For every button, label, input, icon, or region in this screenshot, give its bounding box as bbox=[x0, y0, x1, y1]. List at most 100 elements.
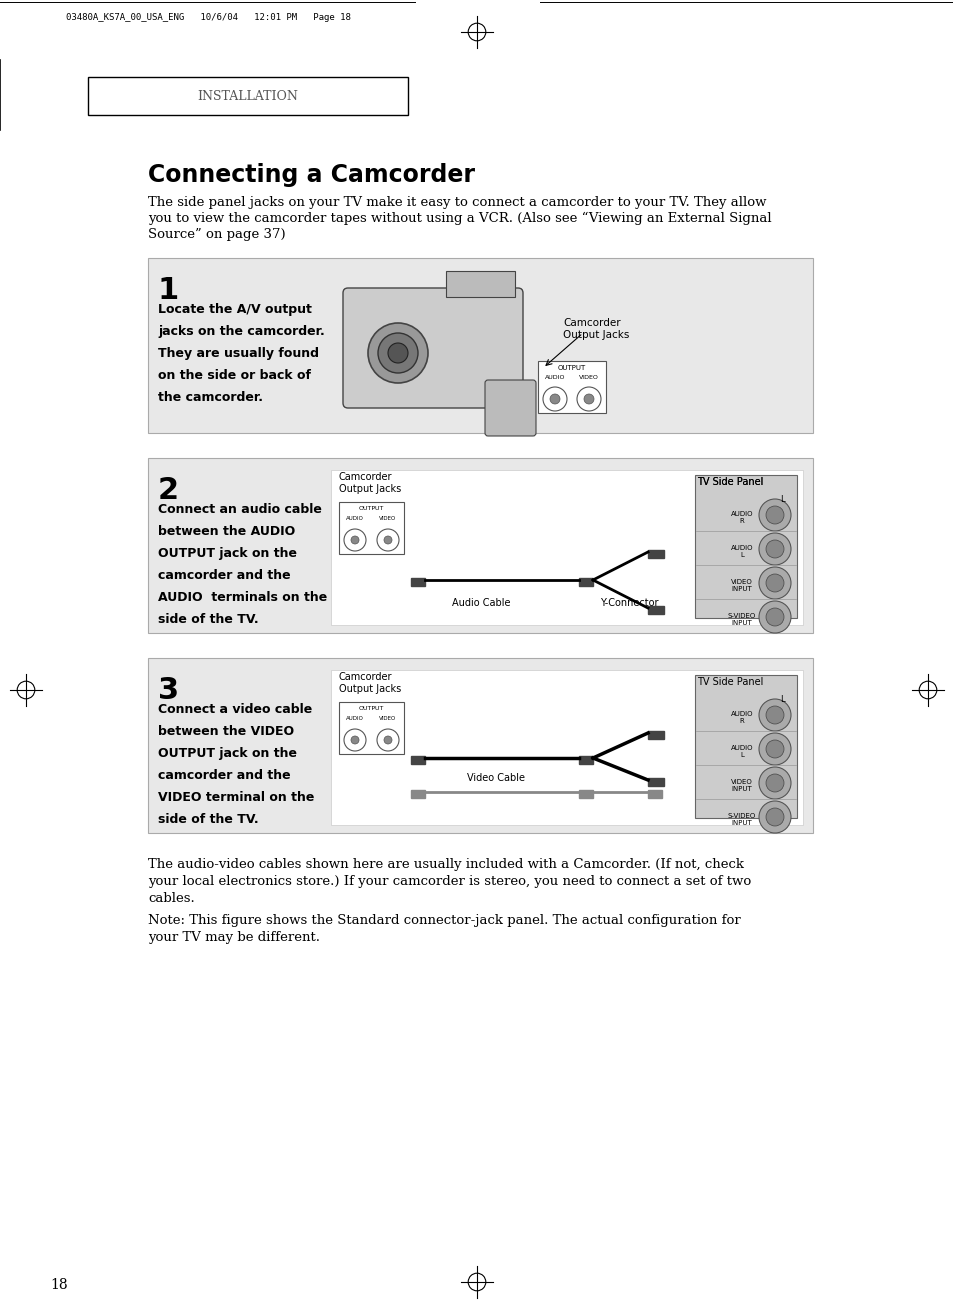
Circle shape bbox=[765, 706, 783, 724]
Circle shape bbox=[377, 333, 417, 373]
Text: cables.: cables. bbox=[148, 892, 194, 905]
Text: VIDEO: VIDEO bbox=[379, 516, 396, 521]
Bar bbox=[411, 578, 424, 586]
Text: your local electronics store.) If your camcorder is stereo, you need to connect : your local electronics store.) If your c… bbox=[148, 875, 750, 888]
FancyBboxPatch shape bbox=[148, 658, 812, 833]
Circle shape bbox=[765, 506, 783, 524]
Text: Y-Connector: Y-Connector bbox=[599, 597, 658, 608]
Bar bbox=[647, 731, 663, 739]
Text: 03480A_KS7A_00_USA_ENG   10/6/04   12:01 PM   Page 18: 03480A_KS7A_00_USA_ENG 10/6/04 12:01 PM … bbox=[66, 13, 350, 22]
Circle shape bbox=[765, 574, 783, 592]
Text: between the VIDEO: between the VIDEO bbox=[158, 724, 294, 738]
Circle shape bbox=[384, 536, 392, 544]
Text: Connect an audio cable: Connect an audio cable bbox=[158, 503, 321, 516]
Circle shape bbox=[550, 394, 559, 403]
Bar bbox=[647, 607, 663, 614]
Text: TV Side Panel: TV Side Panel bbox=[697, 477, 762, 487]
Text: side of the TV.: side of the TV. bbox=[158, 613, 258, 626]
Text: VIDEO: VIDEO bbox=[578, 375, 598, 380]
Circle shape bbox=[759, 601, 790, 633]
Circle shape bbox=[344, 529, 366, 552]
FancyBboxPatch shape bbox=[338, 702, 403, 755]
Bar bbox=[411, 790, 424, 798]
Text: AUDIO
L: AUDIO L bbox=[730, 745, 753, 758]
Circle shape bbox=[376, 728, 398, 751]
Text: OUTPUT: OUTPUT bbox=[358, 506, 383, 511]
Text: OUTPUT jack on the: OUTPUT jack on the bbox=[158, 548, 296, 559]
Circle shape bbox=[759, 499, 790, 531]
Text: L: L bbox=[779, 495, 783, 504]
FancyBboxPatch shape bbox=[484, 380, 536, 436]
Text: 1: 1 bbox=[158, 276, 179, 305]
FancyBboxPatch shape bbox=[695, 675, 796, 817]
Text: side of the TV.: side of the TV. bbox=[158, 814, 258, 827]
FancyBboxPatch shape bbox=[695, 476, 796, 618]
Bar bbox=[578, 790, 593, 798]
Text: Audio Cable: Audio Cable bbox=[452, 597, 510, 608]
FancyBboxPatch shape bbox=[88, 77, 408, 115]
Bar bbox=[647, 550, 663, 558]
Circle shape bbox=[344, 728, 366, 751]
Text: Source” on page 37): Source” on page 37) bbox=[148, 228, 285, 241]
FancyBboxPatch shape bbox=[343, 288, 522, 407]
Bar bbox=[647, 790, 661, 798]
Text: Camcorder
Output Jacks: Camcorder Output Jacks bbox=[338, 672, 401, 693]
FancyBboxPatch shape bbox=[148, 458, 812, 633]
Text: camcorder and the: camcorder and the bbox=[158, 769, 291, 782]
Text: OUTPUT: OUTPUT bbox=[358, 706, 383, 711]
Circle shape bbox=[759, 800, 790, 833]
Circle shape bbox=[351, 736, 358, 744]
Text: INSTALLATION: INSTALLATION bbox=[197, 89, 298, 102]
Circle shape bbox=[759, 766, 790, 799]
Text: AUDIO
R: AUDIO R bbox=[730, 711, 753, 724]
Circle shape bbox=[765, 608, 783, 626]
Text: OUTPUT jack on the: OUTPUT jack on the bbox=[158, 747, 296, 760]
Text: TV Side Panel: TV Side Panel bbox=[697, 677, 762, 686]
Text: 18: 18 bbox=[50, 1279, 68, 1292]
Text: you to view the camcorder tapes without using a VCR. (Also see “Viewing an Exter: you to view the camcorder tapes without … bbox=[148, 212, 771, 225]
Text: Video Cable: Video Cable bbox=[467, 773, 524, 783]
Text: AUDIO: AUDIO bbox=[544, 375, 565, 380]
Text: S-VIDEO
INPUT: S-VIDEO INPUT bbox=[727, 613, 756, 626]
Text: They are usually found: They are usually found bbox=[158, 347, 318, 360]
Circle shape bbox=[759, 734, 790, 765]
Text: L: L bbox=[779, 696, 783, 703]
Text: Camcorder
Output Jacks: Camcorder Output Jacks bbox=[562, 318, 629, 339]
Text: Camcorder
Output Jacks: Camcorder Output Jacks bbox=[338, 472, 401, 494]
Circle shape bbox=[759, 533, 790, 565]
Text: OUTPUT: OUTPUT bbox=[558, 365, 585, 371]
Text: Note: This figure shows the Standard connector-jack panel. The actual configurat: Note: This figure shows the Standard con… bbox=[148, 914, 740, 927]
Circle shape bbox=[759, 567, 790, 599]
Text: TV Side Panel: TV Side Panel bbox=[697, 477, 762, 487]
Circle shape bbox=[583, 394, 594, 403]
FancyBboxPatch shape bbox=[446, 271, 515, 297]
Text: The audio-video cables shown here are usually included with a Camcorder. (If not: The audio-video cables shown here are us… bbox=[148, 858, 743, 871]
Bar bbox=[411, 756, 424, 764]
Text: 2: 2 bbox=[158, 476, 179, 504]
Text: AUDIO: AUDIO bbox=[346, 717, 363, 720]
Text: VIDEO
INPUT: VIDEO INPUT bbox=[730, 779, 752, 793]
Circle shape bbox=[368, 324, 428, 383]
Text: 3: 3 bbox=[158, 676, 179, 705]
Circle shape bbox=[765, 808, 783, 827]
Text: your TV may be different.: your TV may be different. bbox=[148, 931, 319, 945]
Text: Connect a video cable: Connect a video cable bbox=[158, 703, 312, 717]
Text: the camcorder.: the camcorder. bbox=[158, 390, 263, 403]
FancyBboxPatch shape bbox=[331, 470, 802, 625]
Text: between the AUDIO: between the AUDIO bbox=[158, 525, 294, 538]
Text: jacks on the camcorder.: jacks on the camcorder. bbox=[158, 325, 324, 338]
Circle shape bbox=[542, 386, 566, 411]
Circle shape bbox=[351, 536, 358, 544]
Circle shape bbox=[765, 774, 783, 793]
Circle shape bbox=[577, 386, 600, 411]
Text: AUDIO
L: AUDIO L bbox=[730, 545, 753, 558]
Bar bbox=[578, 578, 593, 586]
Circle shape bbox=[384, 736, 392, 744]
Text: AUDIO
R: AUDIO R bbox=[730, 511, 753, 524]
Circle shape bbox=[765, 740, 783, 758]
Circle shape bbox=[376, 529, 398, 552]
Circle shape bbox=[759, 700, 790, 731]
FancyBboxPatch shape bbox=[537, 362, 605, 413]
Text: S-VIDEO
INPUT: S-VIDEO INPUT bbox=[727, 814, 756, 827]
Text: Connecting a Camcorder: Connecting a Camcorder bbox=[148, 162, 475, 187]
